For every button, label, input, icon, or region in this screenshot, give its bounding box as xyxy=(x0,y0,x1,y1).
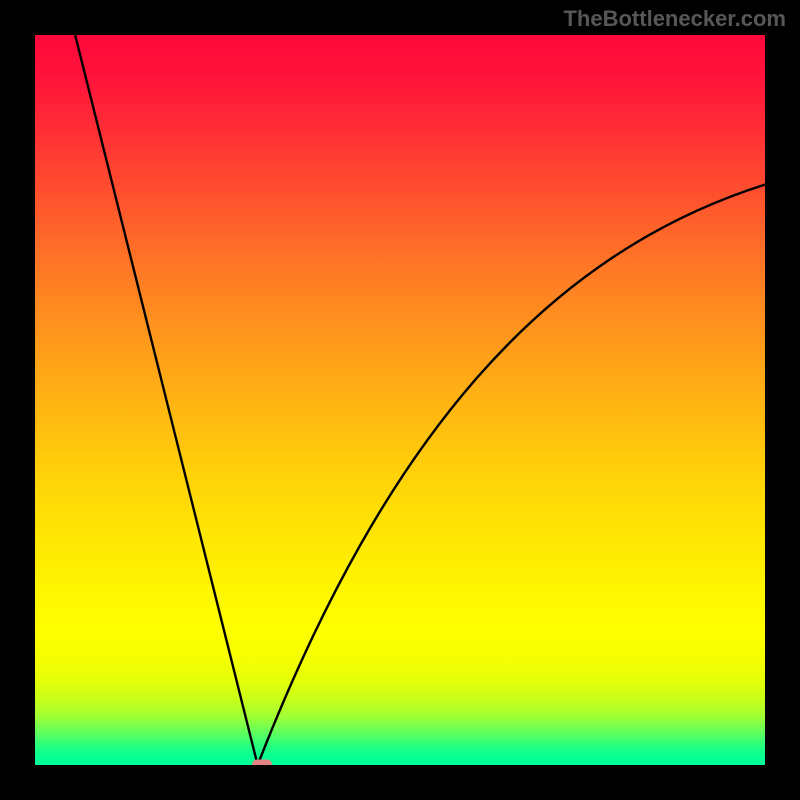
watermark-text: TheBottlenecker.com xyxy=(563,6,786,32)
plot-svg xyxy=(35,35,765,765)
plot-background xyxy=(35,35,765,765)
plot-area xyxy=(35,35,765,765)
bottleneck-curve xyxy=(75,35,765,765)
chart-frame: TheBottlenecker.com xyxy=(0,0,800,800)
minimum-marker xyxy=(252,760,272,766)
